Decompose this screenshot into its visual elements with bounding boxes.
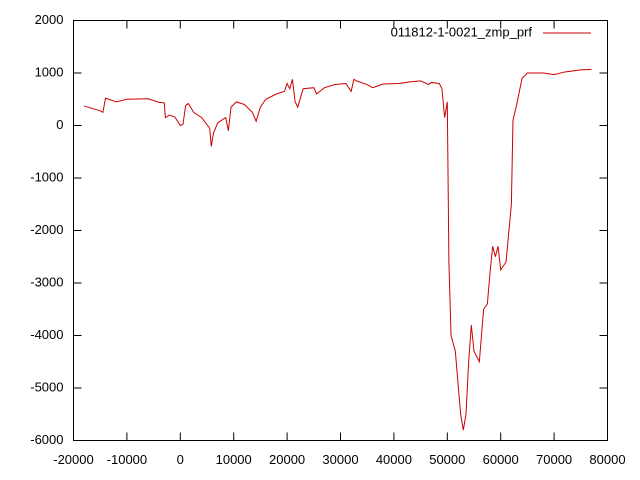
x-tick-label: 30000	[322, 452, 358, 467]
x-tick-label: 50000	[429, 452, 465, 467]
x-tick-label: 80000	[589, 452, 625, 467]
x-tick-label: 20000	[269, 452, 305, 467]
y-tick-label: -1000	[30, 169, 63, 184]
x-tick-label: 40000	[376, 452, 412, 467]
y-tick-label: 2000	[35, 12, 64, 27]
y-tick-label: -6000	[30, 432, 63, 447]
y-tick-label: 0	[56, 117, 63, 132]
y-tick-label: -2000	[30, 222, 63, 237]
x-tick-label: 10000	[216, 452, 252, 467]
data-line	[84, 68, 592, 431]
y-tick-label: -4000	[30, 327, 63, 342]
y-tick-label: 1000	[35, 64, 64, 79]
x-tick-label: -10000	[107, 452, 147, 467]
x-tick-label: 60000	[483, 452, 519, 467]
legend-label: 011812-1-0021_zmp_prf	[391, 24, 533, 39]
x-tick-label: -20000	[53, 452, 93, 467]
x-tick-label: 0	[177, 452, 184, 467]
y-tick-label: -5000	[30, 379, 63, 394]
x-tick-label: 70000	[536, 452, 572, 467]
plot-frame	[73, 20, 608, 441]
y-tick-label: -3000	[30, 274, 63, 289]
